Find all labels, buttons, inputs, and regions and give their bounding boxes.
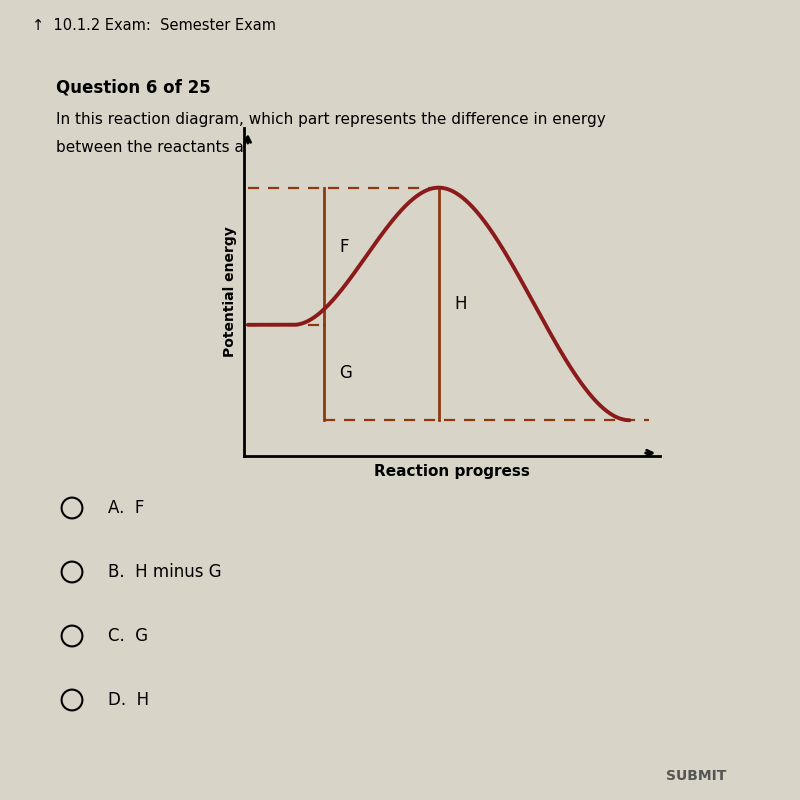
X-axis label: Reaction progress: Reaction progress: [374, 464, 530, 479]
Text: In this reaction diagram, which part represents the difference in energy: In this reaction diagram, which part rep…: [56, 112, 606, 127]
Text: between the reactants and the products?: between the reactants and the products?: [56, 139, 373, 154]
Text: Question 6 of 25: Question 6 of 25: [56, 78, 210, 96]
Text: C.  G: C. G: [108, 627, 148, 645]
Text: A.  F: A. F: [108, 499, 144, 517]
Text: B.  H minus G: B. H minus G: [108, 563, 222, 581]
Text: SUBMIT: SUBMIT: [666, 769, 726, 783]
Text: ↑  10.1.2 Exam:  Semester Exam: ↑ 10.1.2 Exam: Semester Exam: [32, 18, 276, 33]
Text: F: F: [339, 238, 349, 256]
Text: H: H: [454, 295, 466, 313]
Y-axis label: Potential energy: Potential energy: [223, 226, 237, 358]
Text: G: G: [339, 363, 352, 382]
Text: D.  H: D. H: [108, 691, 149, 709]
